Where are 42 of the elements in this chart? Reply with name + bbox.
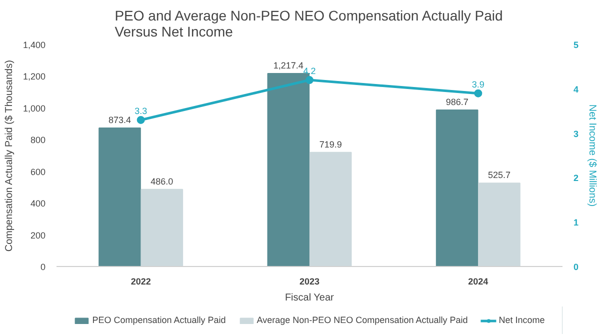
point xyxy=(474,89,482,98)
y-tick-label: 0 xyxy=(40,262,46,272)
data-label: 4.2 xyxy=(303,66,316,76)
point xyxy=(306,76,314,84)
bar xyxy=(309,152,352,266)
legend-label: PEO Compensation Actually Paid xyxy=(92,315,226,325)
bar xyxy=(267,72,310,266)
legend-label: Average Non-PEO NEO Compensation Actually Paid xyxy=(256,315,468,325)
x-tick-label: 2022 xyxy=(130,276,151,286)
data-label: 525.7 xyxy=(488,170,511,180)
data-label: 3.3 xyxy=(134,106,148,116)
x-tick-label: 2024 xyxy=(468,276,488,286)
y-tick-label: 1,200 xyxy=(22,72,46,82)
y-tick-label: 600 xyxy=(30,166,46,177)
y2-tick-label: 2 xyxy=(574,173,579,184)
data-label: 986.7 xyxy=(446,97,468,108)
data-label: 1,217.4 xyxy=(273,60,304,70)
bar xyxy=(98,128,141,266)
data-label: 873.4 xyxy=(108,115,132,126)
y2-tick-label: 0 xyxy=(574,262,579,272)
y2-tick-label: 4 xyxy=(574,84,579,94)
data-label: 719.9 xyxy=(319,139,342,150)
y2-tick-label: 5 xyxy=(574,40,579,50)
chart-title: PEO and Average Non-PEO NEO Compensation Actually Paid Versus Net Income xyxy=(114,8,503,40)
y-tick-label: 800 xyxy=(30,135,46,146)
y2-tick-label: 1 xyxy=(574,218,579,228)
y-tick-label: 200 xyxy=(30,230,46,240)
y-tick-label: 400 xyxy=(30,198,46,209)
data-label: 486.0 xyxy=(150,176,174,186)
bar xyxy=(478,182,520,266)
y-tick-label: 1,000 xyxy=(22,103,46,114)
x-tick-label: 2023 xyxy=(299,276,320,286)
bar xyxy=(140,188,184,266)
y-axis-title: Compensation Actually Paid ($ Thousands) xyxy=(4,60,15,252)
data-label: 3.9 xyxy=(472,79,484,90)
point xyxy=(136,116,145,124)
bar xyxy=(436,110,478,266)
x-axis-title: Fiscal Year xyxy=(284,292,335,304)
y-tick-label: 1,400 xyxy=(22,40,46,50)
legend-label: Net Income xyxy=(498,315,545,325)
y2-tick-label: 3 xyxy=(574,128,579,139)
y2-axis-title: Net Income ($ Millions) xyxy=(586,104,598,207)
